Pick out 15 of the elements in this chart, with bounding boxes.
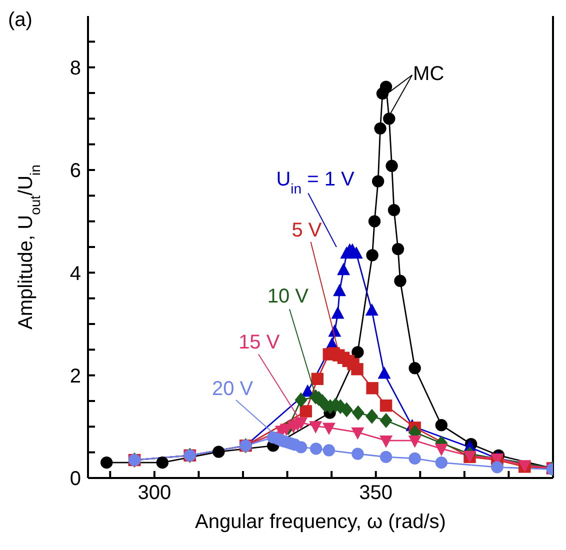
y-tick-label: 6: [70, 160, 81, 182]
text: (a): [8, 9, 32, 31]
text: 10 V: [267, 285, 310, 308]
legend-label: MC: [413, 63, 444, 86]
x-axis-title: Angular frequency, ω (rad/s): [195, 511, 446, 533]
text: U$_{in}$ = 1 V: [276, 168, 356, 196]
series-label: 20 V: [212, 378, 254, 400]
text: 15 V: [238, 332, 280, 354]
x-tick-label: 300: [138, 482, 172, 504]
y-tick-label: 2: [70, 365, 81, 388]
y-tick-label: 4: [70, 262, 81, 285]
x-tick-label: 350: [359, 482, 393, 504]
y-tick-label: 8: [70, 57, 81, 80]
y-tick-label: 0: [70, 468, 81, 490]
text: 5 V: [292, 220, 322, 242]
